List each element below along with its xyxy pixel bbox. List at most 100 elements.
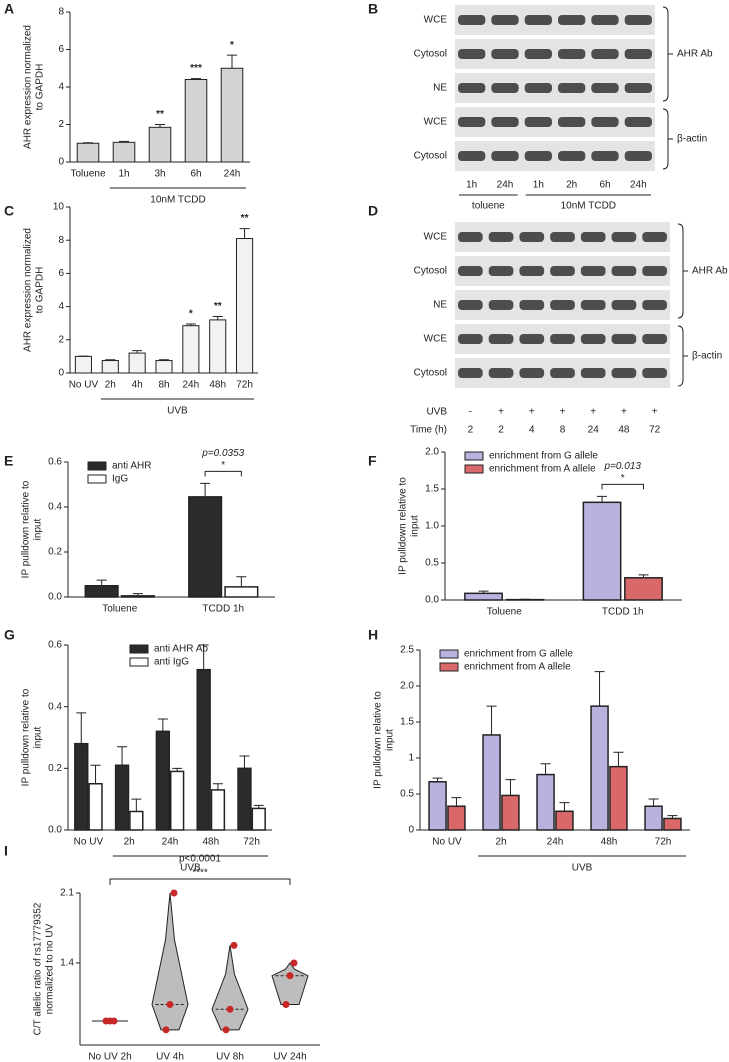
blot-band [642,368,667,378]
x-tick-label: No UV 2h [88,1052,131,1062]
x-tick-label: TCDD 1h [602,607,644,618]
bar [74,355,92,374]
lane-label: + [590,407,596,418]
blot-band [642,300,667,310]
error-bar [96,579,107,586]
error-bar [212,783,223,790]
x-tick-label: No UV [69,380,99,391]
error-bar [648,798,659,807]
point [166,1001,174,1009]
error-bar [597,495,608,503]
y-axis-label: input [33,518,44,540]
error-bar [236,576,247,587]
y-tick-label: 0.0 [425,595,439,606]
y-tick-label: 2.1 [60,888,74,899]
blot-row-label: Cytosol [414,151,447,162]
bar [184,79,208,163]
x-tick-label: 48h [209,380,226,391]
y-axis-label: to GAPDH [35,64,46,111]
x-tick-label: 72h [655,837,672,848]
point [162,1026,170,1034]
blot-band [488,232,514,242]
bar [129,810,144,831]
bar [196,668,211,831]
y-tick-label: 1 [408,753,414,764]
bar [447,805,466,831]
panel-letter: C [4,203,14,219]
blot-band [519,334,545,344]
bar [482,734,501,831]
blot-band [491,117,519,127]
error-bar [117,746,128,766]
bar [120,595,155,598]
significance: * [189,309,193,320]
x-tick-label: TCDD 1h [202,604,244,615]
bracket-stars: * [621,473,625,484]
error-bar [157,718,168,732]
bracket [677,223,688,319]
blot-band [611,368,637,378]
y-axis-label: AHR expression normalized [23,228,34,352]
legend-label: enrichment from A allele [464,662,571,673]
error-bar [638,574,649,578]
bracket [601,483,644,490]
x-tick-label: 4h [132,380,143,391]
bar [590,705,609,831]
y-tick-label: 1.4 [60,958,74,969]
lane-label: 1h [533,180,544,191]
blot-band [488,266,514,276]
error-bar [486,705,497,735]
bar [428,781,447,831]
bar [76,142,100,163]
error-bar [540,763,551,775]
y-tick-label: 0 [58,157,64,168]
y-axis-label: IP pulldown relative to [21,480,32,578]
group-label: 10nM TCDD [150,195,205,206]
legend-label: enrichment from G allele [464,649,573,660]
y-tick-label: 0.5 [425,558,439,569]
lane-label: + [560,407,566,418]
legend-label: enrichment from G allele [489,451,598,462]
y-axis-label: AHR expression normalized [23,25,34,149]
blot-band [550,368,575,378]
y-tick-label: 6 [58,268,64,279]
blot-band [458,15,486,25]
error-bar [172,767,183,772]
blot-strip [455,73,655,103]
error-bar [159,359,169,361]
lane-label: 1h [466,180,477,191]
x-tick-label: 24h [183,380,200,391]
bracket [204,470,242,477]
blot-band [642,266,667,276]
error-bar [212,316,223,320]
blot-band [524,83,552,93]
bar [536,773,555,831]
bracket [662,6,673,102]
blot-band [458,232,483,242]
blot-band [611,300,637,310]
y-tick-label: 1.5 [425,484,439,495]
y-tick-label: 0.4 [48,502,62,513]
bar [128,352,146,374]
blot-band [458,83,486,93]
legend-swatch [439,662,459,672]
y-tick-label: 2 [58,119,64,130]
error-bar [478,590,489,594]
error-bar [432,777,443,782]
error-bar [132,593,143,596]
error-bar [200,482,211,497]
x-tick-label: 6h [190,169,201,180]
point [170,889,178,897]
group-label: 10nM TCDD [561,201,616,212]
error-bar [613,751,624,767]
legend-label: IgG [112,474,128,485]
legend-swatch [87,474,107,484]
bar [114,764,130,831]
blot-row-label: NE [433,83,447,94]
blot-band [458,49,486,59]
error-bar [239,228,250,239]
error-bar [198,644,209,670]
blot-band [524,151,552,161]
blot-band [550,232,575,242]
blot-band [550,266,575,276]
